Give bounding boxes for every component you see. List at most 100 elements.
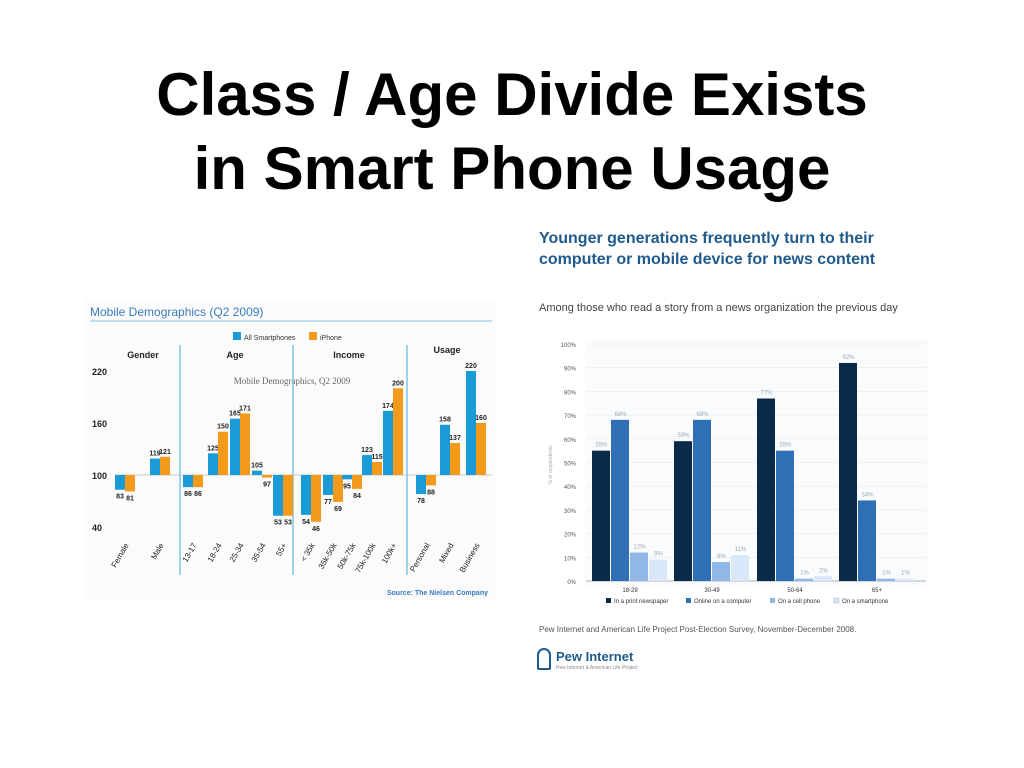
pew-bar-s0-c2: [757, 398, 775, 581]
category-label-1: Male: [149, 541, 166, 561]
pew-bar-label-s1-c0: 68%: [614, 412, 627, 418]
pew-bar-label-s3-c2: 2%: [819, 568, 828, 574]
bar-label-all-smartphones-9: 95: [343, 483, 351, 490]
pew-bar-label-s0-c2: 77%: [760, 391, 773, 397]
pew-category-1: 30-49: [704, 588, 720, 594]
pew-category-0: 18-29: [622, 588, 638, 594]
bar-all-smartphones-0: [115, 475, 125, 490]
category-label-12: Personal: [408, 541, 432, 573]
bar-all-smartphones-14: [466, 371, 476, 475]
pew-category-2: 50-64: [787, 588, 803, 594]
legend-swatch-all-smartphones: [233, 332, 241, 340]
pew-bar-label-s2-c3: 1%: [882, 571, 891, 577]
bar-label-all-smartphones-1: 119: [149, 451, 160, 458]
pew-bar-s2-c2: [795, 578, 813, 581]
category-label-6: 55+: [274, 541, 289, 558]
pew-bar-label-s1-c3: 34%: [861, 492, 874, 498]
bar-label-all-smartphones-5: 105: [251, 463, 263, 470]
bar-all-smartphones-2: [183, 475, 193, 488]
left-ytick-40: 40: [92, 523, 102, 533]
left-chart-source: Source: The Nielsen Company: [387, 590, 488, 597]
bar-label-all-smartphones-11: 174: [382, 403, 394, 410]
pew-internet-logo: Pew Internet Pew Internet & American Lif…: [537, 648, 637, 674]
pew-legend-swatch-1: [686, 598, 691, 603]
bar-label-all-smartphones-4: 165: [229, 411, 241, 418]
bar-label-iphone-6: 53: [284, 520, 292, 527]
pew-logo-icon: [537, 648, 551, 670]
pew-bar-label-s1-c1: 68%: [696, 412, 709, 418]
bar-label-iphone-0: 81: [126, 495, 134, 502]
right-ylabel: % of respondents: [548, 445, 554, 484]
bar-label-iphone-14: 160: [475, 415, 487, 422]
bar-all-smartphones-5: [252, 470, 262, 475]
group-header-income: Income: [333, 350, 365, 360]
bar-label-iphone-8: 69: [334, 506, 342, 513]
pew-bar-label-s3-c1: 11%: [735, 547, 747, 553]
category-label-5: 35-54: [250, 541, 268, 564]
left-chart-title: Mobile Demographics (Q2 2009): [90, 305, 263, 319]
bar-label-all-smartphones-14: 220: [465, 363, 477, 370]
right-ytick-2: 20%: [564, 533, 577, 539]
slide-title: Class / Age Divide Exists in Smart Phone…: [0, 58, 1024, 206]
bar-label-all-smartphones-10: 123: [361, 447, 373, 454]
pew-legend-swatch-3: [833, 597, 840, 604]
group-header-usage: Usage: [433, 345, 460, 355]
bar-iphone-0: [125, 475, 135, 492]
pew-legend-label-3: On a smartphone: [842, 599, 889, 605]
right-ytick-10: 100%: [561, 343, 577, 349]
bar-iphone-10: [372, 462, 382, 475]
left-ytick-100: 100: [92, 471, 107, 481]
bar-label-iphone-2: 86: [194, 491, 202, 498]
category-label-7: < 35k: [299, 541, 317, 564]
pew-bar-label-s3-c0: 9%: [654, 552, 663, 558]
pew-bar-label-s0-c0: 55%: [595, 443, 608, 449]
pew-bar-s1-c3: [858, 500, 876, 581]
pew-chart-svg: 0% 10% 20% 30% 40% 50% 60% 70% 80% 90% 100% % of re…: [548, 340, 928, 605]
pew-bar-s1-c2: [776, 450, 794, 581]
slide-title-line-2: in Smart Phone Usage: [193, 135, 831, 202]
bar-label-all-smartphones-12: 78: [417, 498, 425, 505]
bar-all-smartphones-4: [230, 418, 240, 475]
left-ytick-220: 220: [92, 367, 107, 377]
bar-label-iphone-13: 137: [449, 435, 461, 442]
bar-iphone-5: [262, 475, 272, 478]
category-label-4: 25-34: [228, 541, 246, 564]
legend-swatch-iphone: [309, 332, 317, 340]
bar-all-smartphones-1: [150, 458, 160, 475]
pew-bar-label-s0-c1: 59%: [677, 433, 690, 439]
bar-iphone-11: [393, 388, 403, 475]
bar-iphone-7: [311, 475, 321, 522]
bar-label-iphone-9: 84: [353, 493, 361, 500]
group-header-age: Age: [226, 350, 243, 360]
pew-chart-source: Pew Internet and American Life Project P…: [539, 625, 857, 634]
category-label-3: 18-24: [206, 541, 224, 564]
right-ytick-0: 0%: [567, 580, 576, 586]
pew-bar-label-s3-c3: 1%: [901, 571, 910, 577]
bar-iphone-13: [450, 442, 460, 475]
bar-label-all-smartphones-2: 86: [184, 491, 192, 498]
bar-iphone-3: [218, 431, 228, 475]
bar-label-all-smartphones-6: 53: [274, 520, 282, 527]
legend-label-all-smartphones: All Smartphones: [244, 335, 296, 342]
left-chart-watermark: Mobile Demographics, Q2 2009: [234, 376, 351, 386]
pew-bar-s3-c2: [814, 576, 832, 581]
pew-chart-title: Younger generations frequently turn to t…: [539, 230, 876, 268]
bar-label-all-smartphones-3: 125: [207, 445, 219, 452]
right-ytick-8: 80%: [564, 390, 577, 396]
pew-bar-s1-c1: [693, 419, 711, 581]
bar-label-iphone-10: 115: [371, 454, 382, 461]
pew-logo-tagline: Pew Internet & American Life Project: [556, 665, 638, 671]
bar-iphone-8: [333, 475, 343, 502]
bar-all-smartphones-6: [273, 475, 283, 516]
category-label-0: Female: [110, 541, 131, 569]
pew-bar-label-s2-c0: 12%: [633, 545, 646, 551]
pew-bar-s0-c1: [674, 441, 692, 581]
pew-bar-s1-c0: [611, 419, 629, 581]
category-label-11: 100k+: [380, 541, 399, 565]
bar-label-iphone-3: 150: [217, 424, 229, 431]
bar-label-iphone-5: 97: [263, 482, 271, 489]
bar-all-smartphones-3: [208, 453, 218, 475]
left-ytick-160: 160: [92, 419, 107, 429]
pew-legend-swatch-2: [770, 598, 775, 603]
right-ytick-9: 90%: [564, 367, 577, 373]
